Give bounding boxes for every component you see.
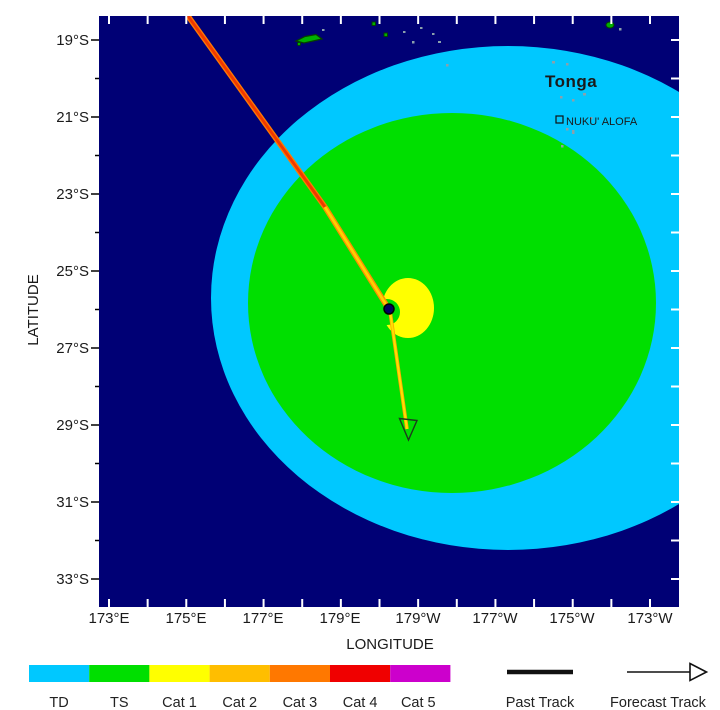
forecast-track-arrowhead-icon	[689, 662, 709, 682]
forecast-track-line	[389, 310, 408, 430]
past-track-segment-early	[186, 16, 327, 208]
axis-ticks	[91, 16, 679, 607]
cat1-wind-zone	[382, 278, 434, 338]
y-tick-label: 19°S	[56, 32, 89, 49]
past-track-label: Past Track	[506, 695, 575, 710]
islet-icon	[322, 29, 325, 31]
legend-swatch-cat3	[269, 665, 330, 682]
island-icon	[605, 21, 615, 29]
islet-icon	[560, 96, 563, 99]
islet-icon	[572, 130, 575, 134]
ts-wind-zone	[248, 113, 656, 493]
legend-label-cat5: Cat 5	[401, 695, 436, 710]
islet-icon	[566, 128, 569, 131]
y-tick-label: 31°S	[56, 494, 89, 511]
islet-icon	[572, 99, 575, 102]
y-tick-label: 27°S	[56, 340, 89, 357]
islet-icon	[446, 64, 449, 67]
track-legend: Past Track Forecast Track	[506, 662, 709, 710]
x-tick-label: 179°W	[395, 610, 441, 627]
region-label: Tonga	[545, 72, 597, 91]
city-marker-icon	[555, 115, 564, 124]
legend-label-cat2: Cat 2	[222, 695, 257, 710]
x-tick-label: 175°E	[165, 610, 206, 627]
legend-label-ts: TS	[110, 695, 129, 710]
islet-icon	[590, 117, 593, 120]
y-axis: 19°S 21°S 23°S 25°S 27°S 29°S 31°S 33°S …	[25, 32, 89, 588]
islet-icon	[619, 28, 622, 31]
forecast-arrowhead-icon	[398, 417, 419, 442]
legend-swatch-ts	[89, 665, 150, 682]
x-tick-label: 177°W	[472, 610, 518, 627]
intensity-legend: TD TS Cat 1 Cat 2 Cat 3 Cat 4 Cat 5	[29, 665, 451, 710]
islet-icon	[566, 63, 569, 66]
legend-label-td: TD	[49, 695, 68, 710]
islet-icon	[420, 27, 423, 29]
legend-label-cat4: Cat 4	[343, 695, 378, 710]
y-tick-label: 33°S	[56, 571, 89, 588]
island-icon	[294, 33, 324, 44]
y-axis-title: LATITUDE	[25, 274, 42, 345]
x-tick-label: 179°E	[319, 610, 360, 627]
islet-icon	[561, 145, 564, 148]
storm-center-marker	[383, 303, 395, 315]
legend-label-cat1: Cat 1	[162, 695, 197, 710]
legend-swatch-cat4	[330, 665, 391, 682]
y-tick-label: 29°S	[56, 417, 89, 434]
forecast-track-label: Forecast Track	[610, 695, 707, 710]
x-tick-label: 173°E	[88, 610, 129, 627]
islet-icon	[552, 61, 555, 64]
x-tick-label: 175°W	[549, 610, 595, 627]
islet-icon	[412, 41, 415, 44]
past-track-segment-late	[323, 206, 392, 312]
y-tick-label: 21°S	[56, 109, 89, 126]
city-label: NUKU' ALOFA	[566, 116, 638, 128]
legend-swatch-td	[29, 665, 90, 682]
islet-icon	[583, 93, 586, 96]
island-icon	[296, 42, 301, 47]
legend-swatch-cat5	[390, 665, 451, 682]
y-tick-label: 25°S	[56, 263, 89, 280]
islet-icon	[432, 33, 435, 35]
legend-swatch-cat1	[149, 665, 210, 682]
x-axis: 173°E 175°E 177°E 179°E 179°W 177°W 175°…	[88, 610, 673, 653]
island-icon	[383, 32, 388, 37]
islet-icon	[403, 31, 406, 33]
x-tick-label: 173°W	[627, 610, 673, 627]
x-tick-label: 177°E	[242, 610, 283, 627]
island-icon	[371, 21, 376, 26]
islet-icon	[438, 41, 441, 43]
legend-swatch-cat2	[209, 665, 270, 682]
y-tick-label: 23°S	[56, 186, 89, 203]
legend-label-cat3: Cat 3	[283, 695, 318, 710]
x-axis-title: LONGITUDE	[346, 636, 434, 653]
